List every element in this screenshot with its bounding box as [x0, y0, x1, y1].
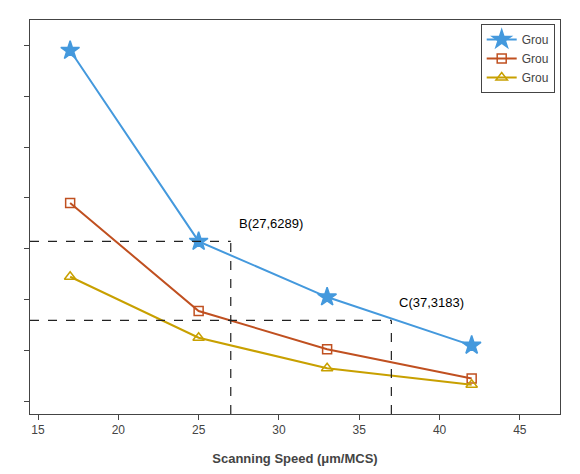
svg-text:30: 30: [272, 423, 286, 437]
svg-text:Grou: Grou: [522, 52, 549, 66]
svg-text:Scanning Speed (μm/MCS): Scanning Speed (μm/MCS): [212, 451, 377, 466]
svg-text:45: 45: [513, 423, 527, 437]
svg-text:Grou: Grou: [522, 33, 549, 47]
svg-text:20: 20: [112, 423, 126, 437]
svg-text:25: 25: [192, 423, 206, 437]
svg-text:C(37,3183): C(37,3183): [399, 295, 464, 310]
svg-text:Grou: Grou: [522, 71, 549, 85]
svg-text:35: 35: [353, 423, 367, 437]
svg-text:B(27,6289): B(27,6289): [239, 216, 303, 231]
svg-text:40: 40: [433, 423, 447, 437]
svg-text:15: 15: [31, 423, 45, 437]
